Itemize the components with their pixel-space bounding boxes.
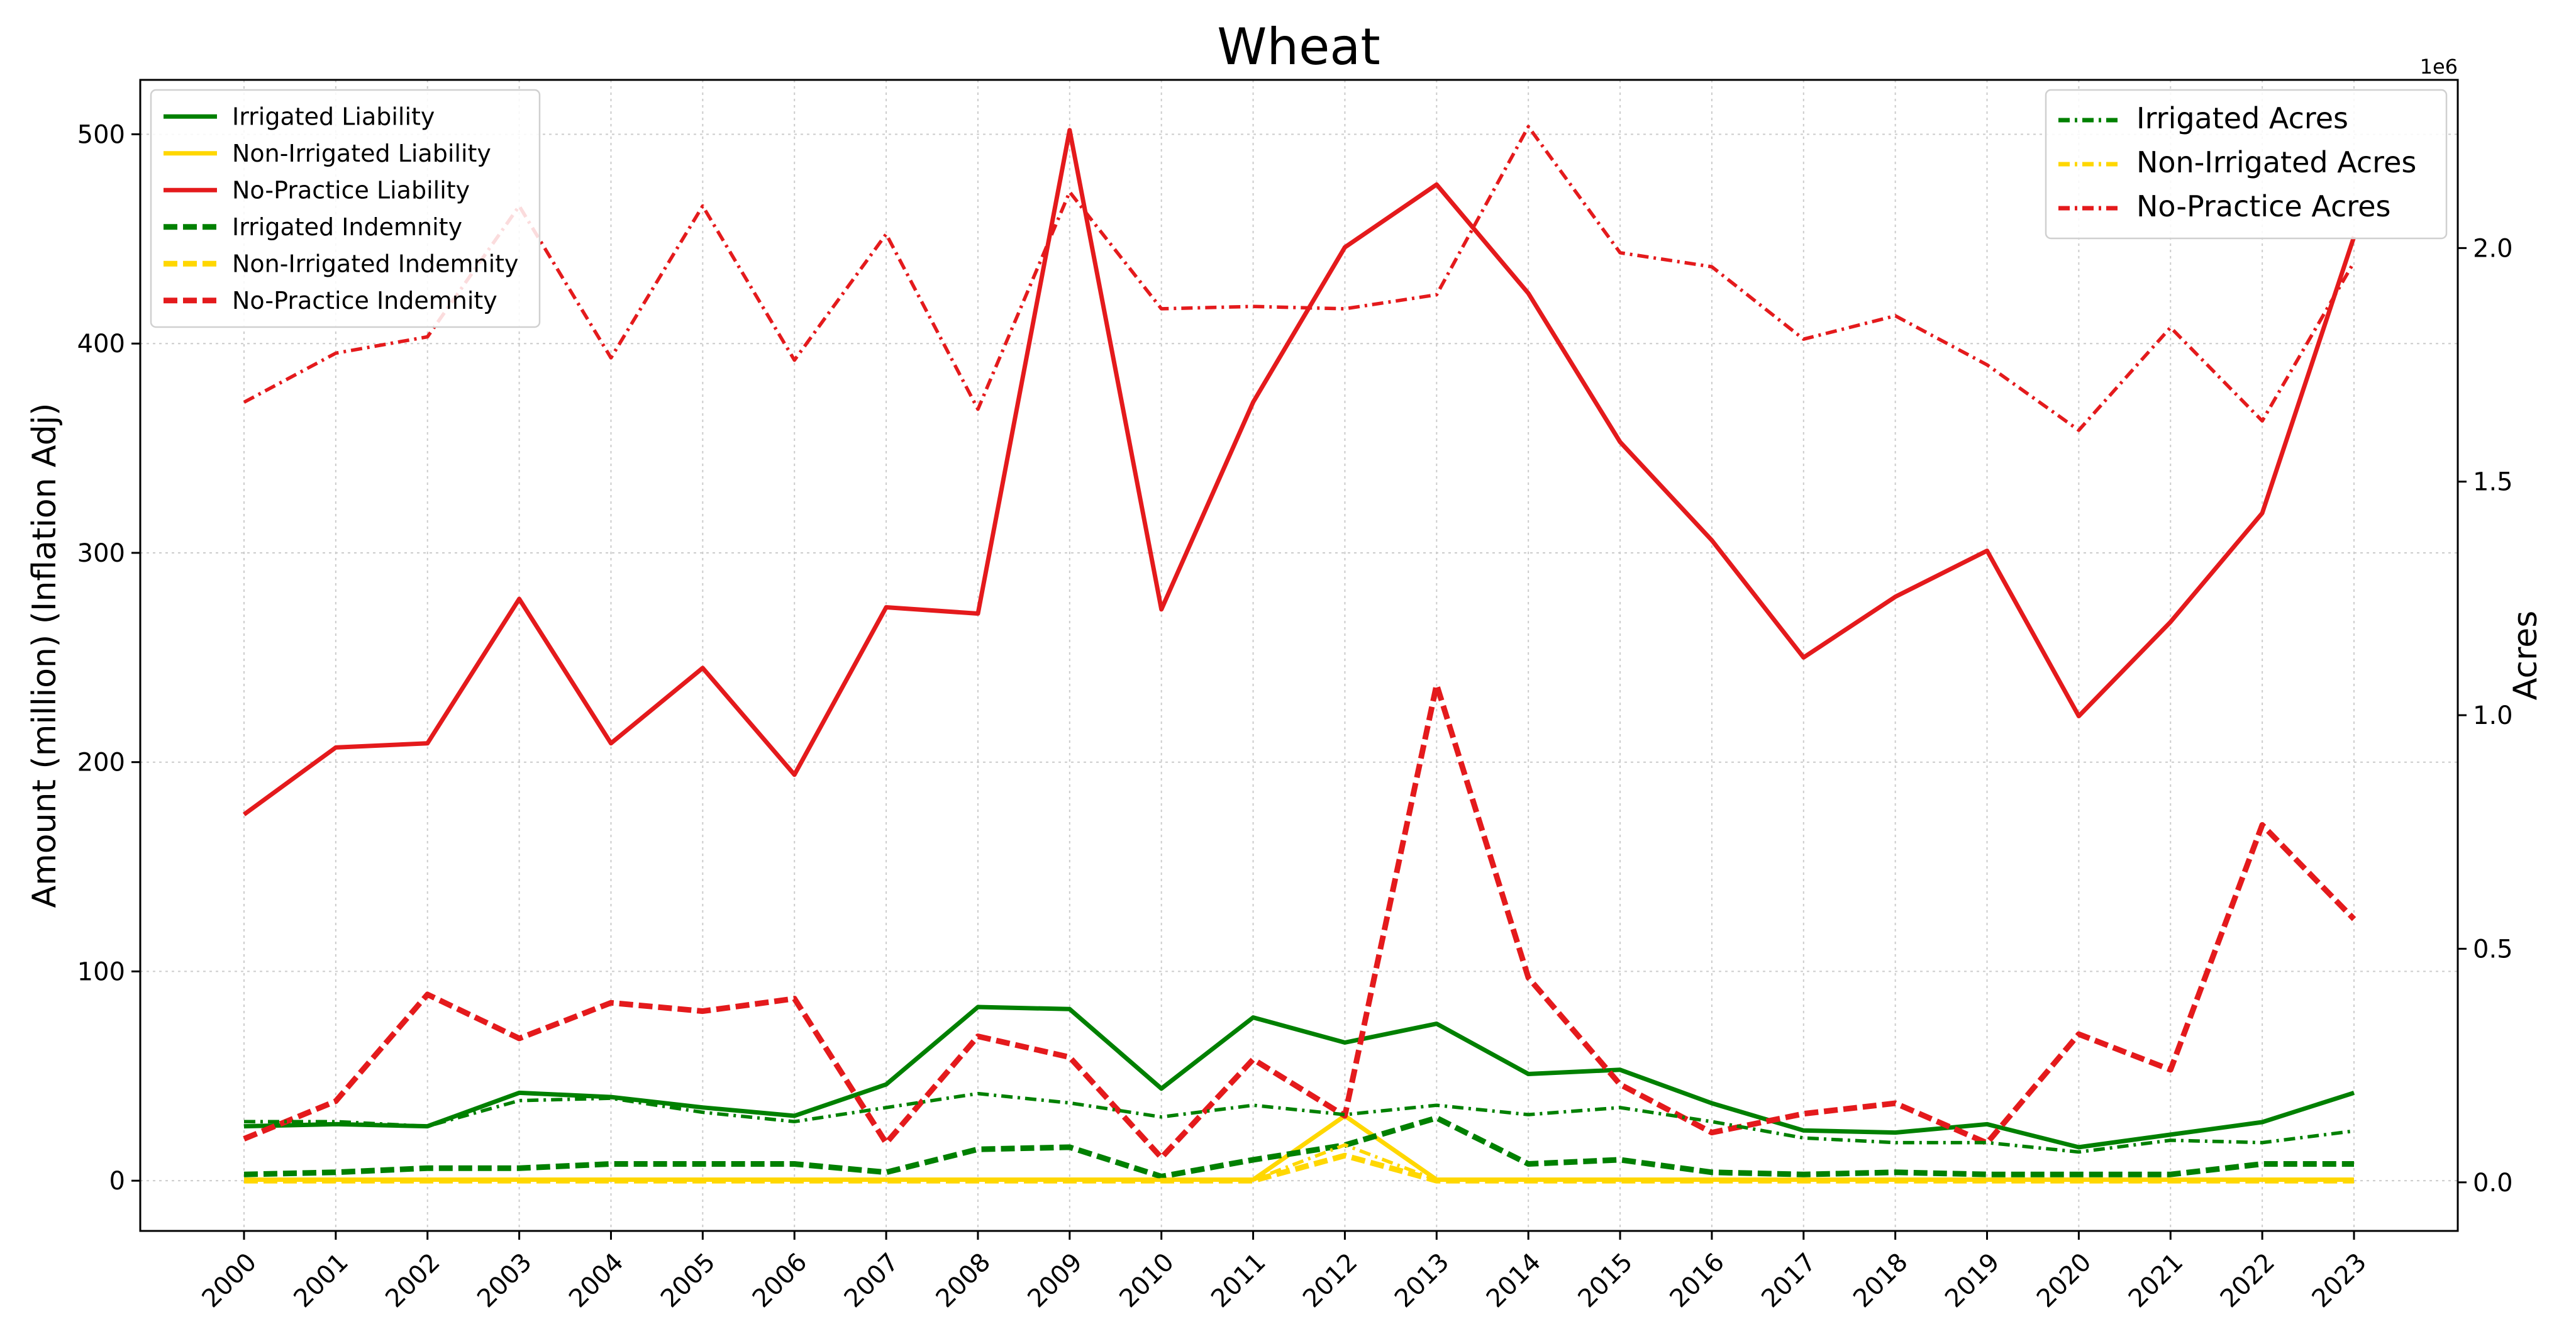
y-tick-label: 100 (77, 957, 125, 986)
y-axis-right: 0.0 0.5 1.0 1.5 2.0 (2458, 234, 2513, 1198)
series-line-irrigated-indemnity (243, 1115, 2354, 1179)
y2-axis-offset-label: 1e6 (2420, 55, 2458, 79)
y2-tick-label: 1.0 (2473, 701, 2513, 730)
plot-frame (139, 79, 2459, 1232)
legend-label-irrigated-acres: Irrigated Acres (2136, 101, 2348, 135)
chart-title: Wheat (1217, 18, 1380, 76)
legend-label-no-practice-acres: No-Practice Acres (2136, 189, 2390, 223)
grid-layer (140, 80, 2458, 1231)
legend-label-irrigated-indemnity: Irrigated Indemnity (232, 213, 462, 241)
y2-axis-label: Acres (2507, 611, 2545, 701)
y-tick-label: 200 (77, 748, 125, 777)
legend-label-non-irrigated-liability: Non-Irrigated Liability (232, 140, 491, 167)
y2-tick-label: 0.0 (2473, 1169, 2513, 1198)
y-axis-left: 0 100 200 300 400 500 (77, 121, 140, 1196)
legend-left: Irrigated Liability Non-Irrigated Liabili… (150, 89, 541, 328)
legend-label-non-irrigated-acres: Non-Irrigated Acres (2136, 145, 2416, 179)
y2-tick-label: 1.5 (2473, 468, 2513, 497)
legend-box (150, 89, 541, 328)
y2-tick-label: 2.0 (2473, 234, 2513, 263)
series-line-no-practice-acres (243, 125, 2356, 432)
series-line-no-practice-indemnity (243, 682, 2357, 1160)
y-tick-label: 0 (109, 1167, 125, 1196)
y-axis-label: Amount (million) (Inflation Adj) (26, 403, 64, 908)
legend-right: Irrigated Acres Non-Irrigated Acres No-Pra… (2045, 89, 2448, 240)
legend-box (2045, 89, 2448, 240)
y-tick-label: 300 (77, 539, 125, 568)
legend-label-non-irrigated-indemnity: Non-Irrigated Indemnity (232, 250, 519, 277)
series-line-no-practice-liability (242, 128, 2357, 816)
y-tick-label: 500 (77, 121, 125, 150)
legend-label-irrigated-liability: Irrigated Liability (232, 103, 435, 130)
y2-tick-label: 0.5 (2473, 935, 2513, 964)
y-tick-label: 400 (77, 330, 125, 359)
series-line-irrigated-liability (243, 1004, 2355, 1150)
series-line-irrigated-acres (244, 1091, 2355, 1154)
series-line-non-irrigated-acres (244, 1143, 2354, 1182)
series-layer (242, 125, 2357, 1184)
legend-label-no-practice-liability: No-Practice Liability (232, 176, 470, 204)
legend-label-no-practice-indemnity: No-Practice Indemnity (232, 287, 497, 314)
